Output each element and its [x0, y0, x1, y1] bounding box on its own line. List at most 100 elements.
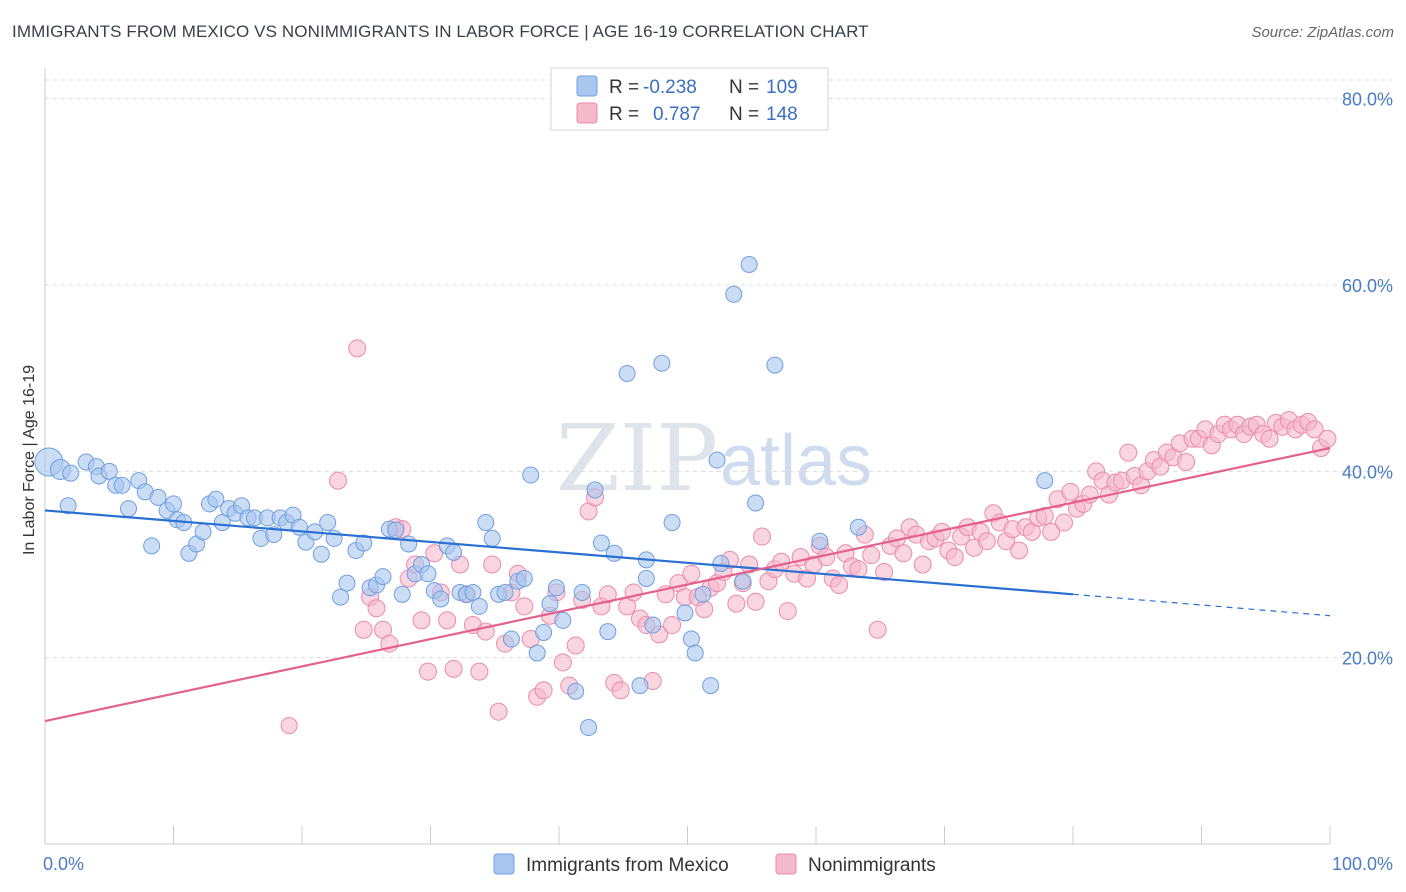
bottom-legend-pink-label: Nonimmigrants: [808, 855, 936, 876]
immigrant-point: [547, 579, 565, 597]
immigrant-point: [265, 526, 283, 544]
legend-pink-r-label: R =: [609, 104, 639, 125]
nonimmigrant-point: [328, 471, 347, 490]
nonimmigrant-point: [280, 717, 298, 735]
immigrant-point: [554, 611, 572, 629]
nonimmigrant-point: [778, 602, 797, 621]
nonimmigrant-point: [444, 659, 463, 678]
nonimmigrant-point: [566, 636, 585, 655]
nonimmigrant-point: [945, 548, 964, 567]
immigrant-point: [592, 534, 610, 552]
nonimmigrant-point: [1119, 443, 1138, 462]
immigrant-point: [502, 630, 520, 648]
nonimmigrant-point: [438, 611, 457, 630]
immigrant-point: [682, 630, 700, 648]
legend-blue-n-value: 109: [766, 77, 798, 98]
nonimmigrant-point: [598, 585, 617, 604]
nonimmigrant-point: [418, 662, 437, 681]
nonimmigrant-point: [746, 592, 765, 611]
immigrant-point: [694, 585, 712, 603]
immigrant-point: [712, 555, 730, 573]
legend-pink-n-value: 148: [766, 104, 798, 125]
immigrant-point: [194, 523, 212, 541]
immigrant-point: [686, 644, 704, 662]
immigrant-point: [708, 451, 726, 469]
immigrant-point: [400, 535, 418, 553]
bottom-legend-pink-swatch: [775, 853, 797, 875]
immigrant-point: [120, 500, 138, 518]
nonimmigrant-point: [1010, 541, 1029, 560]
immigrant-point: [747, 494, 765, 512]
immigrant-point: [702, 677, 720, 695]
correlation-legend: R = -0.238 N = 109 R = 0.787 N = 148: [550, 67, 829, 131]
nonimmigrant-point: [695, 600, 714, 619]
nonimmigrant-point: [1305, 420, 1324, 439]
legend-blue-r-value: -0.238: [643, 77, 697, 98]
nonimmigrant-point: [830, 575, 849, 594]
nonimmigrant-point: [663, 616, 682, 635]
immigrant-point: [849, 518, 867, 536]
immigrant-point: [432, 590, 450, 608]
nonimmigrant-point: [894, 544, 913, 563]
nonimmigrant-point: [772, 552, 791, 571]
immigrant-point: [515, 569, 533, 587]
immigrant-point: [332, 588, 350, 606]
immigrant-point: [338, 574, 356, 592]
nonimmigrant-point: [1318, 429, 1337, 448]
legend-blue-swatch: [576, 75, 598, 97]
nonimmigrant-point: [1177, 453, 1196, 471]
immigrant-point: [213, 514, 231, 532]
immigrant-point: [811, 532, 829, 550]
nonimmigrant-point: [367, 599, 386, 618]
immigrant-point: [464, 583, 482, 601]
nonimmigrant-point: [682, 564, 701, 583]
immigrant-point: [387, 521, 405, 539]
chart-source: Source: ZipAtlas.com: [1251, 24, 1394, 41]
immigrant-point: [740, 255, 758, 273]
immigrant-point: [586, 481, 604, 499]
immigrant-point: [290, 518, 308, 536]
immigrant-point: [653, 354, 671, 372]
immigrant-point: [1036, 472, 1054, 490]
immigrant-point: [445, 543, 463, 561]
immigrant-point: [419, 565, 437, 583]
trend-lines: [44, 446, 1331, 723]
nonimmigrant-point: [425, 544, 444, 563]
immigrant-point: [149, 488, 167, 506]
immigrant-point: [541, 595, 559, 613]
immigrant-point: [605, 544, 623, 562]
nonimmigrant-point: [913, 555, 932, 574]
legend-blue-n-label: N =: [729, 77, 759, 98]
nonimmigrant-point: [515, 597, 534, 616]
immigrant-point: [676, 604, 694, 622]
x-tick-label: 0.0%: [43, 854, 84, 874]
immigrant-point: [573, 583, 591, 601]
nonimmigrant-point: [1055, 513, 1074, 532]
immigrant-point: [477, 514, 495, 532]
immigrant-point: [522, 466, 540, 484]
nonimmigrant-trend-line: [44, 446, 1331, 723]
immigrant-point: [207, 490, 225, 508]
x-tick-label: 100.0%: [1332, 854, 1393, 874]
immigrant-point: [766, 356, 784, 374]
nonimmigrant-point: [553, 653, 572, 672]
nonimmigrant-point: [849, 560, 868, 579]
immigrant-point: [393, 585, 411, 603]
immigrant-point: [567, 682, 585, 700]
nonimmigrant-point: [875, 562, 894, 581]
nonimmigrant-point: [1260, 429, 1279, 448]
legend-pink-n-label: N =: [729, 104, 759, 125]
immigrant-point: [113, 476, 131, 494]
immigrant-point: [725, 285, 743, 303]
nonimmigrant-point: [534, 681, 553, 700]
legend-pink-swatch: [576, 102, 598, 124]
immigrant-point: [496, 583, 514, 601]
immigrant-point: [165, 495, 182, 513]
immigrant-point: [528, 644, 546, 662]
legend-blue-r-label: R =: [609, 77, 639, 98]
immigrant-trend-extension: [1072, 593, 1331, 617]
legend-pink-r-value: 0.787: [653, 104, 701, 125]
y-tick-label: 60.0%: [1342, 276, 1393, 296]
immigrant-point: [483, 529, 501, 547]
